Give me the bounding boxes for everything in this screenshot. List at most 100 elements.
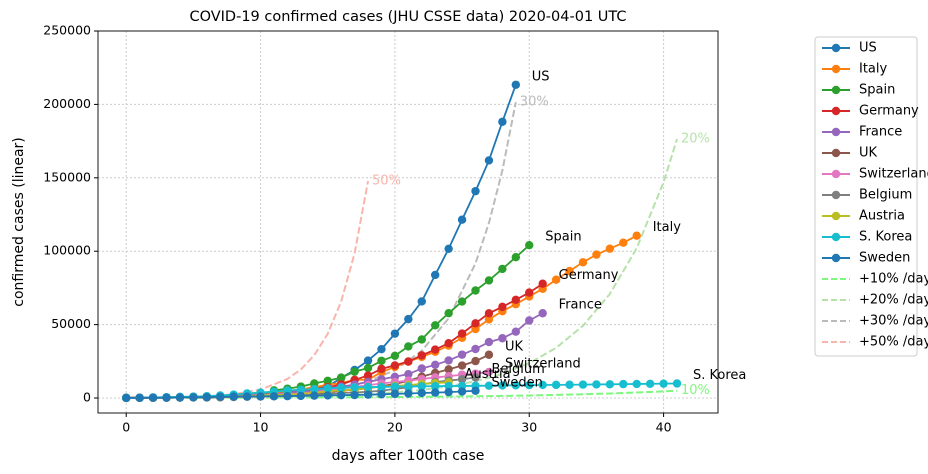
- data-point: [310, 391, 319, 400]
- data-point: [390, 389, 400, 399]
- data-point: [632, 379, 641, 389]
- legend-label: Spain: [859, 83, 895, 98]
- axes-frame: [97, 30, 719, 414]
- data-point: [417, 335, 426, 344]
- data-point: [457, 375, 467, 384]
- series-line: [126, 84, 517, 399]
- data-point: [431, 388, 440, 397]
- data-point: [296, 391, 306, 401]
- data-point: [498, 381, 507, 390]
- y-tick-label: 200000: [43, 96, 91, 111]
- data-point: [471, 386, 480, 395]
- data-point: [377, 344, 386, 354]
- x-tick-label: 10: [253, 420, 269, 435]
- legend-label: Austria: [859, 209, 905, 224]
- data-point: [511, 80, 521, 89]
- data-point: [431, 381, 440, 391]
- data-point: [336, 373, 346, 382]
- data-point: [645, 379, 655, 389]
- end-label: 20%: [681, 132, 710, 147]
- series-label: US: [532, 69, 550, 84]
- data-point: [538, 380, 547, 390]
- data-point: [189, 393, 198, 402]
- data-point: [511, 381, 521, 390]
- legend: US Italy Spain Germany France UK Switzerland Be…: [822, 41, 928, 350]
- data-point: [565, 380, 574, 389]
- x-tick-label: 30: [521, 420, 537, 435]
- legend-marker: [831, 148, 841, 158]
- data-point: [605, 244, 615, 253]
- legend-label: Germany: [859, 104, 919, 119]
- data-point: [444, 387, 453, 397]
- series-label: Switzerland: [505, 356, 581, 371]
- legend-marker: [831, 64, 841, 74]
- x-axis-label: days after 100th case: [332, 448, 485, 464]
- data-point: [122, 393, 131, 403]
- data-point: [404, 382, 413, 391]
- data-point: [404, 369, 413, 379]
- data-point: [471, 356, 480, 366]
- data-point: [242, 392, 252, 401]
- data-point: [471, 344, 480, 354]
- data-point: [457, 350, 467, 359]
- data-point: [323, 376, 332, 385]
- legend-label: Italy: [859, 62, 888, 77]
- data-point: [444, 308, 453, 318]
- data-point: [390, 329, 400, 338]
- data-point: [484, 367, 494, 377]
- annotations: 10% 20% 30% 50% US Italy Spain Germany France UK S…: [372, 69, 746, 398]
- y-tick-label: 100000: [43, 243, 91, 258]
- series-label: Austria: [465, 367, 511, 382]
- grid: 0 10 20 30 40 0 50000 100000 150000 200000 250000: [43, 23, 718, 435]
- chart-title: COVID-19 confirmed cases (JHU CSSE data)…: [189, 9, 626, 25]
- series-label: UK: [505, 339, 524, 354]
- data-point: [498, 302, 507, 312]
- data-point: [619, 238, 628, 247]
- data-point: [377, 356, 386, 365]
- series-label: France: [559, 298, 602, 313]
- data-point: [256, 392, 265, 401]
- series-label: S. Korea: [693, 368, 746, 383]
- data-point: [350, 383, 359, 392]
- data-point: [363, 371, 373, 380]
- series-label: Sweden: [492, 375, 543, 390]
- y-tick-label: 0: [83, 390, 91, 405]
- data-point: [457, 215, 467, 224]
- data-point: [551, 380, 561, 390]
- data-point: [417, 382, 426, 391]
- data-point: [162, 393, 171, 402]
- x-tick-label: 20: [387, 420, 403, 435]
- data-point: [377, 390, 386, 399]
- data-point: [484, 315, 494, 324]
- y-tick-label: 50000: [51, 316, 91, 331]
- data-point: [511, 295, 521, 305]
- legend-marker: [831, 211, 841, 221]
- data-point: [363, 390, 373, 399]
- x-tick-label: 0: [122, 420, 130, 435]
- legend-label: Sweden: [859, 251, 910, 266]
- series-label: Belgium: [492, 362, 545, 377]
- data-point: [565, 266, 574, 276]
- legend-marker: [831, 127, 841, 137]
- data-point: [363, 356, 373, 365]
- data-point: [484, 337, 494, 347]
- data-point: [363, 363, 373, 373]
- data-point: [471, 286, 480, 295]
- data-point: [431, 360, 440, 370]
- data-point: [457, 361, 467, 370]
- data-point: [471, 319, 480, 328]
- legend-label: +50% /day: [859, 335, 928, 350]
- legend-label: Switzerland: [859, 167, 928, 182]
- data-point: [511, 253, 521, 262]
- data-point: [498, 334, 507, 343]
- legend-marker: [831, 43, 841, 53]
- data-point: [431, 321, 440, 330]
- data-point: [444, 356, 453, 365]
- legend-label: UK: [859, 146, 878, 161]
- data-point: [538, 279, 547, 288]
- data-point: [498, 264, 507, 274]
- data-point: [431, 345, 440, 354]
- data-point: [484, 156, 494, 165]
- data-point: [310, 384, 319, 394]
- end-label: 10%: [681, 383, 710, 398]
